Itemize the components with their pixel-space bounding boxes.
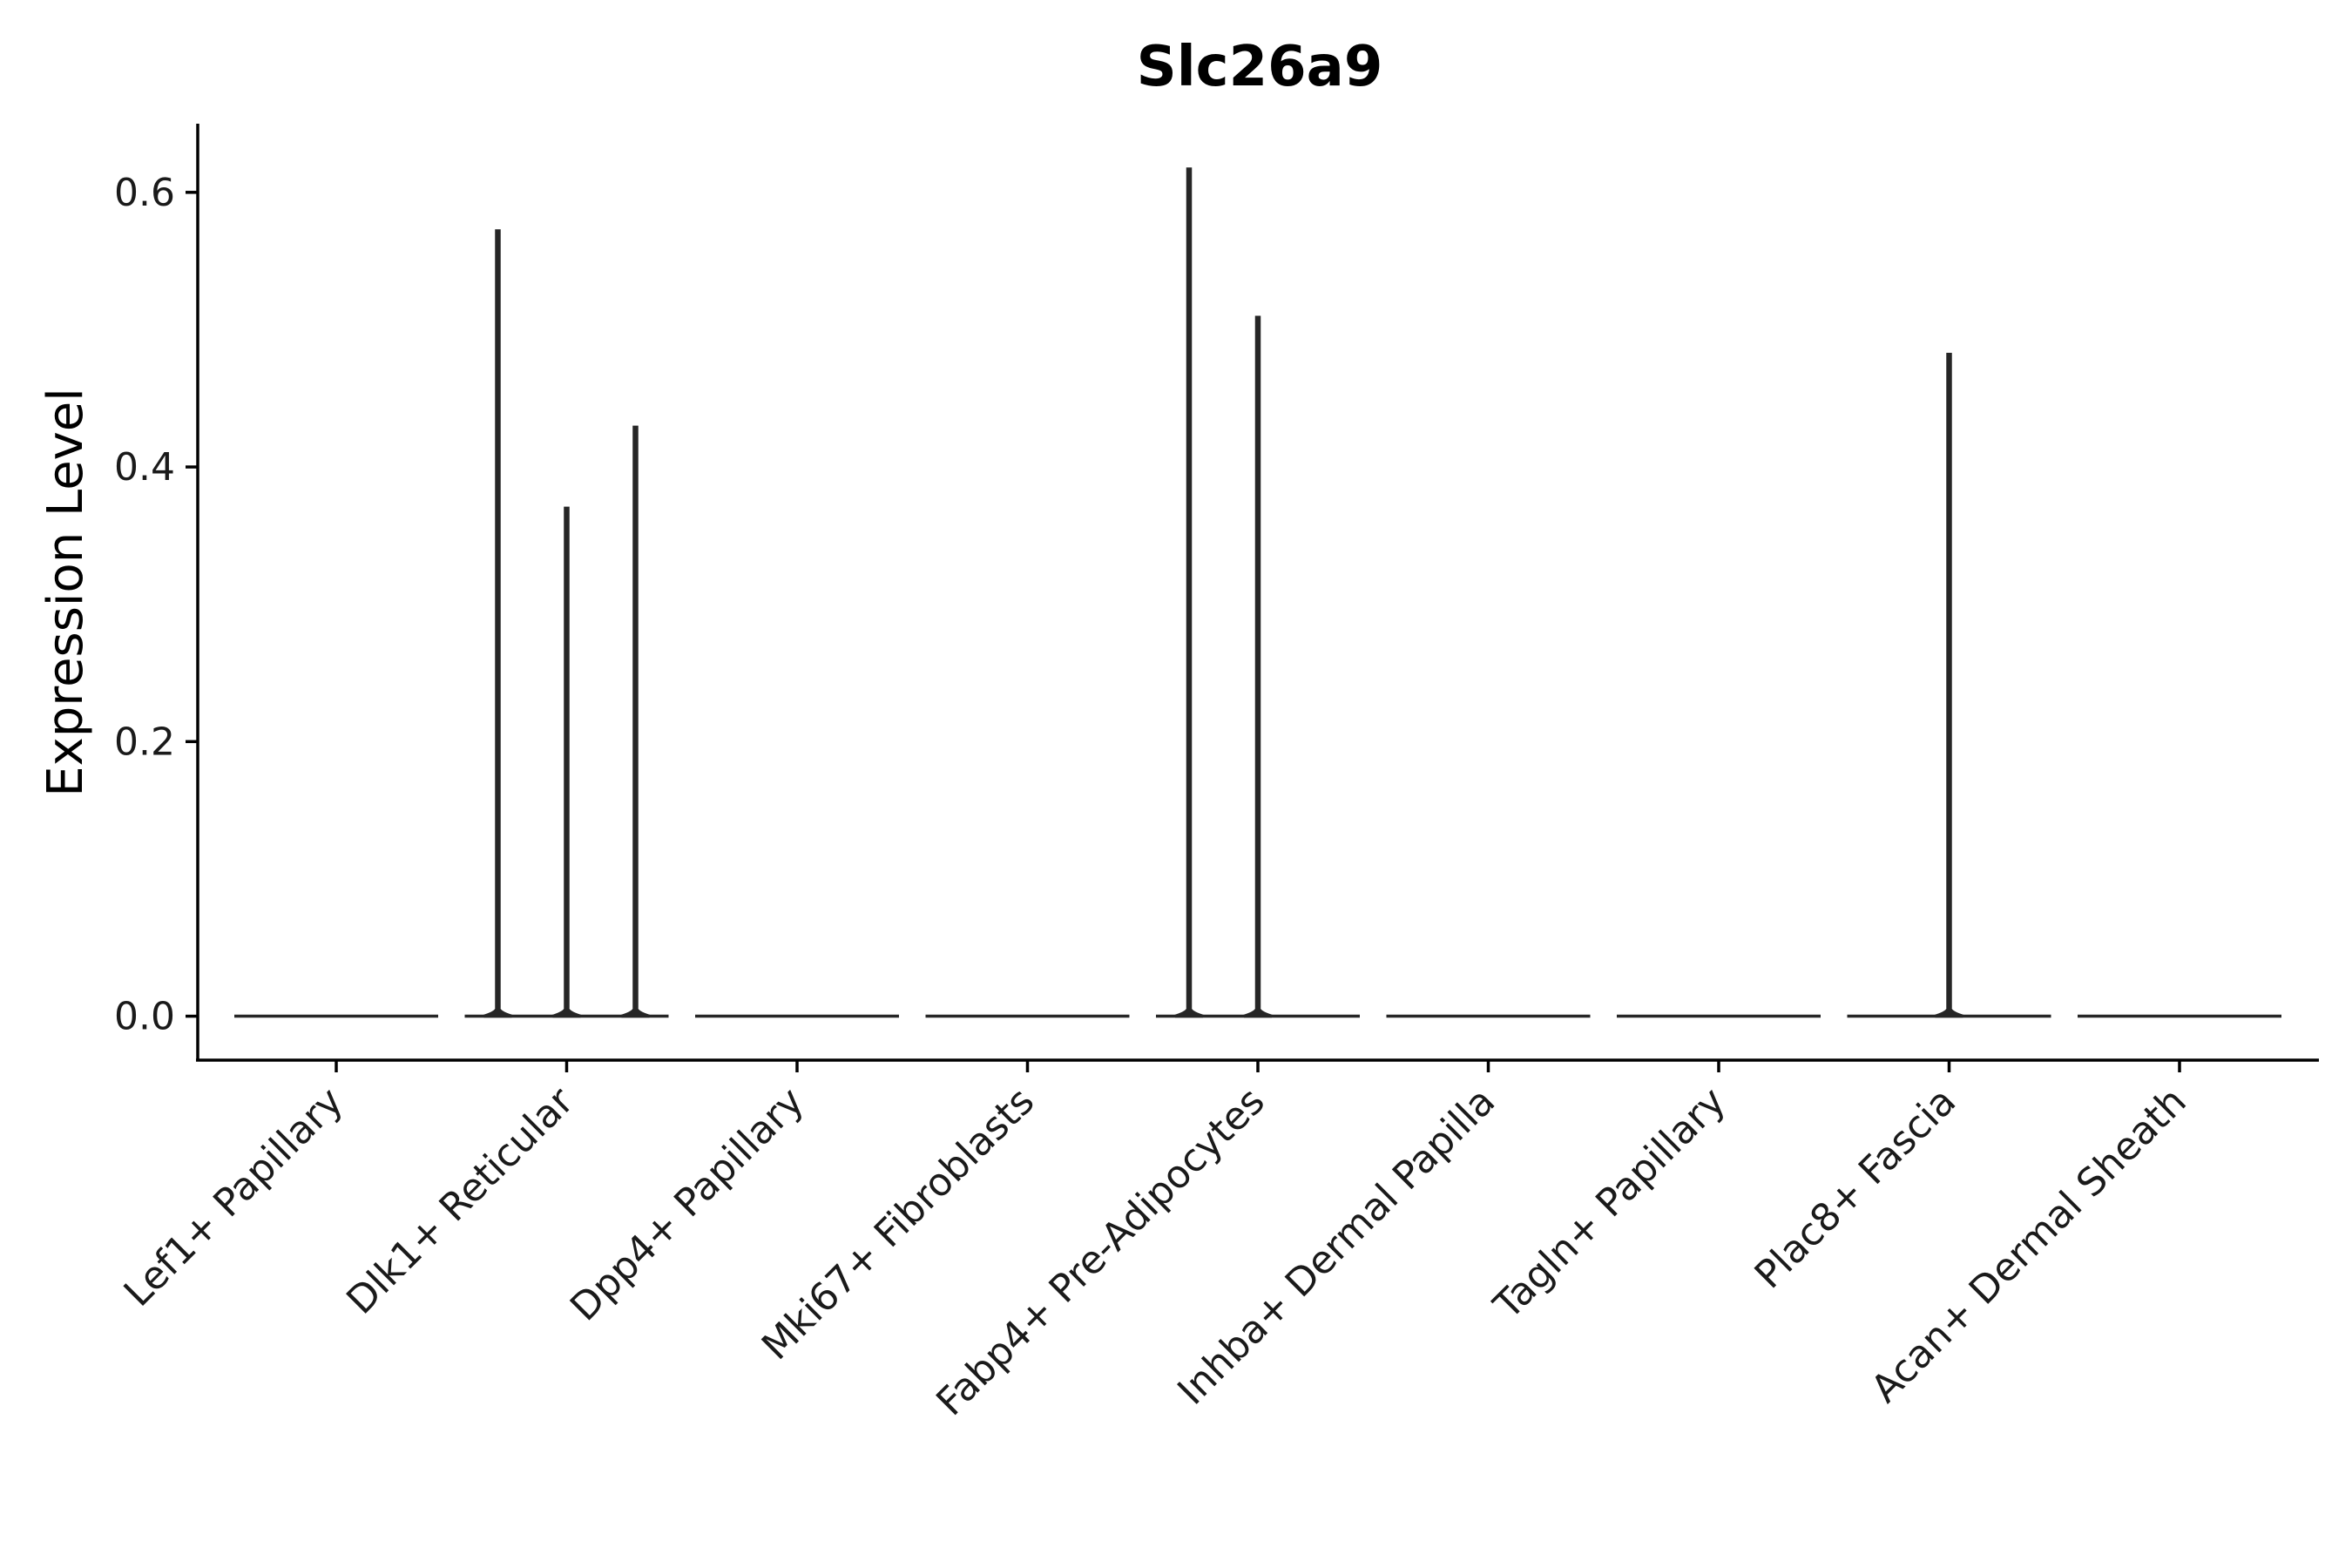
y-tick-label: 0.4 — [114, 445, 175, 490]
violin-spike — [620, 425, 651, 1018]
y-axis-label: Expression Level — [37, 388, 94, 797]
y-axis-ticks: 0.0 0.2 0.4 0.6 — [114, 171, 198, 1039]
x-tick-label: Lef1+ Papillary — [116, 1079, 352, 1315]
chart-title: Slc26a9 — [1137, 35, 1383, 99]
violin-8 — [1847, 353, 2051, 1018]
violin-spike — [551, 506, 582, 1018]
violin-2 — [464, 229, 669, 1018]
x-tick-label: Dpp4+ Papillary — [562, 1079, 813, 1330]
x-tick-label: Dlk1+ Reticular — [338, 1078, 583, 1323]
plot-area — [234, 167, 2281, 1018]
y-tick-label: 0.6 — [114, 171, 175, 215]
y-tick-label: 0.0 — [114, 995, 175, 1039]
violin-spike — [483, 229, 513, 1018]
violin-spike — [1243, 315, 1273, 1018]
violin-spike — [1174, 167, 1204, 1018]
violin-spike — [1934, 353, 1964, 1018]
x-tick-label: Tagln+ Papillary — [1485, 1079, 1734, 1328]
x-tick-label: Plac8+ Fascia — [1747, 1079, 1965, 1298]
y-tick-label: 0.2 — [114, 720, 175, 764]
violin-5 — [1156, 167, 1360, 1018]
